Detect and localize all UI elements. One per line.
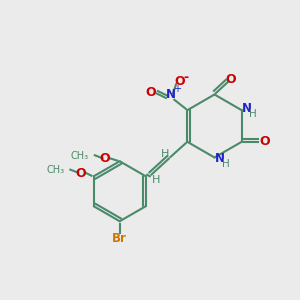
Text: CH₃: CH₃ [46,165,64,175]
Text: -: - [183,71,188,84]
Text: O: O [145,86,156,99]
Text: O: O [226,73,236,86]
Text: CH₃: CH₃ [71,151,89,161]
Text: O: O [75,167,86,180]
Text: Br: Br [112,232,127,245]
Text: H: H [152,175,160,185]
Text: N: N [242,102,252,115]
Text: H: H [160,149,169,159]
Text: N: N [166,88,176,101]
Text: O: O [259,135,270,148]
Text: +: + [173,84,181,94]
Text: H: H [249,109,257,119]
Text: N: N [215,152,225,166]
Text: O: O [99,152,110,165]
Text: O: O [174,75,185,88]
Text: H: H [222,159,230,169]
